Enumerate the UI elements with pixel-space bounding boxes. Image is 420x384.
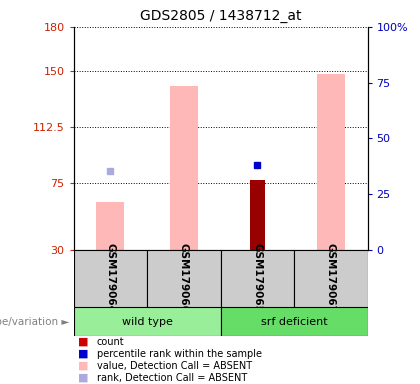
Bar [147,250,220,307]
Text: count: count [97,337,124,347]
Text: GSM179067: GSM179067 [326,243,336,313]
Bar [74,250,147,307]
Bar [170,86,198,250]
Text: wild type: wild type [121,316,173,327]
Text: ■: ■ [78,349,88,359]
Bar [317,74,345,250]
Text: value, Detection Call = ABSENT: value, Detection Call = ABSENT [97,361,252,371]
Bar [220,250,294,307]
Text: ■: ■ [78,337,88,347]
Text: GSM179066: GSM179066 [179,243,189,313]
Text: percentile rank within the sample: percentile rank within the sample [97,349,262,359]
Bar [294,250,368,307]
Text: ■: ■ [78,361,88,371]
Text: ■: ■ [78,373,88,383]
Bar [96,202,124,250]
Text: GSM179064: GSM179064 [105,243,115,313]
Text: GSM179065: GSM179065 [252,243,262,313]
Text: srf deficient: srf deficient [261,316,327,327]
Text: genotype/variation ►: genotype/variation ► [0,316,69,327]
Bar [249,180,265,250]
Bar [74,307,220,336]
Text: rank, Detection Call = ABSENT: rank, Detection Call = ABSENT [97,373,247,383]
Bar [220,307,368,336]
Title: GDS2805 / 1438712_at: GDS2805 / 1438712_at [140,9,301,23]
